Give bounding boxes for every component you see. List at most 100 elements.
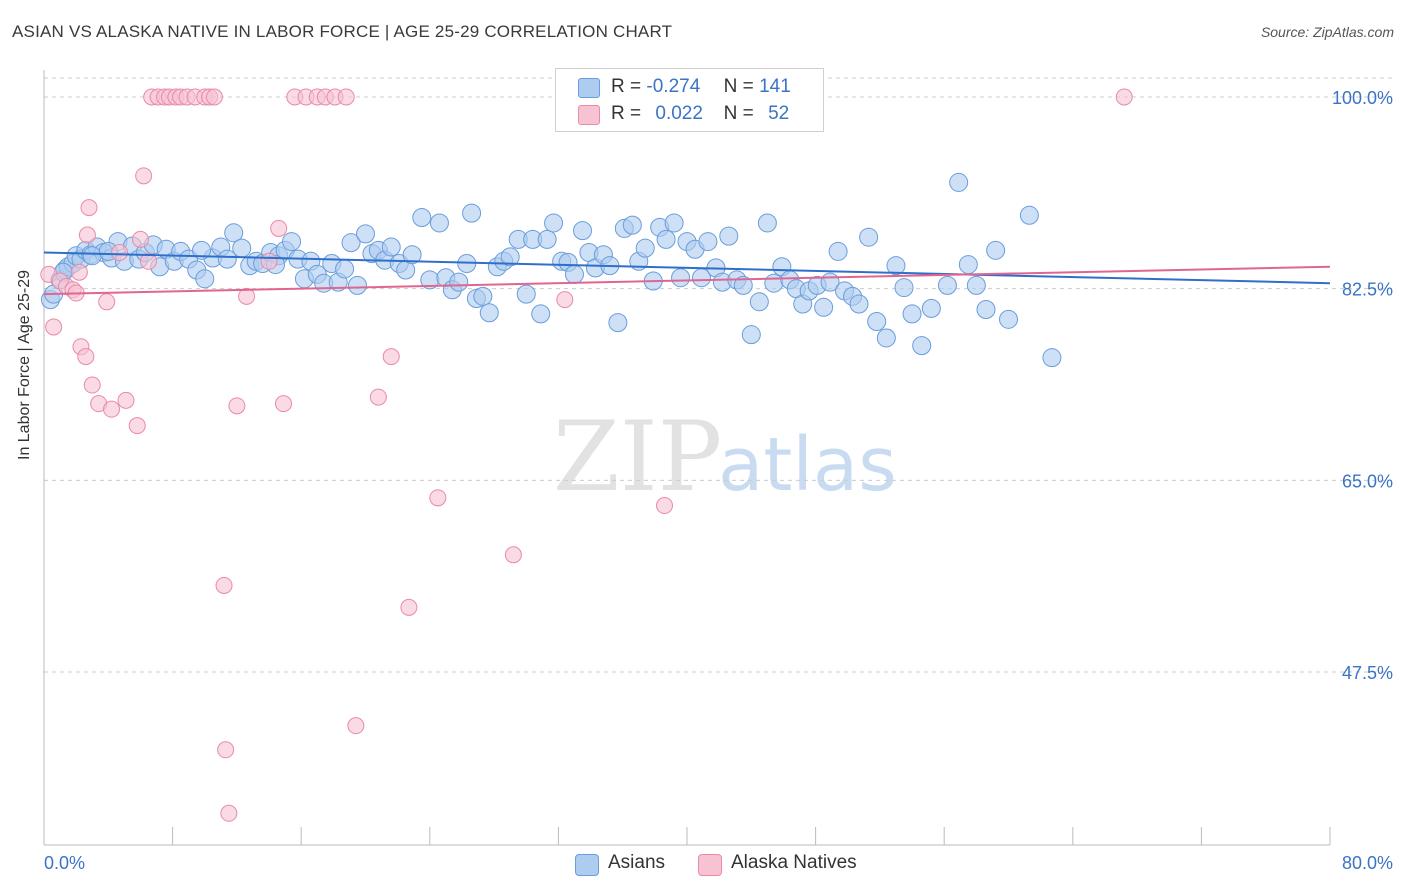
y-tick-label: 82.5% [1342,280,1393,300]
asian-point [664,213,684,233]
legend-n-label: N = [723,76,754,97]
alaska-native-point [270,219,288,237]
alaska-native-point [131,230,149,248]
bottom-legend-label: Alaska Natives [731,852,857,873]
chart-source: Source: ZipAtlas.com [1260,24,1394,40]
alaska-native-point [655,497,673,515]
x-tick-label: 80.0% [1342,853,1393,873]
asian-point [622,215,642,235]
alaska-native-point [217,741,235,759]
asian-point [462,203,482,223]
alaska-native-point [504,546,522,564]
alaska-natives-legend-icon [698,854,722,876]
asian-point [1042,348,1062,368]
asian-point [449,272,469,292]
alaska-native-point [98,293,116,311]
alaska-native-point [128,417,146,435]
alaska-native-point [83,376,101,394]
x-tick-label: 0.0% [44,853,85,873]
asian-point [986,240,1006,260]
asian-point [412,207,432,227]
alaska-native-point [220,804,238,822]
legend-r-label: R = [611,76,642,97]
asian-point [949,172,969,192]
alaska-native-point [139,252,157,270]
alaska-native-point [135,167,153,185]
asian-point [902,304,922,324]
asian-point [719,226,739,246]
alaska-native-point [205,88,223,106]
legend-r-value: -0.274 [646,76,701,97]
asian-point [912,336,932,356]
alaska-native-point [429,489,447,507]
legend-r-label: R = [611,103,642,124]
asian-point [531,304,551,324]
alaska-native-point [556,291,574,309]
asian-point [966,275,986,295]
alaska-native-point [77,348,95,366]
alaska-native-point [215,576,233,594]
alaska-native-point [45,318,63,336]
legend-n-value: 141 [759,76,791,97]
asian-point [764,273,784,293]
asian-point [741,325,761,345]
y-tick-label: 47.5% [1342,663,1393,683]
y-tick-label: 100.0% [1332,88,1393,108]
alaska-native-point [400,598,418,616]
alaska-native-point [382,348,400,366]
asian-point [999,309,1018,329]
asian-point [516,284,536,304]
alaska-native-point [347,717,365,735]
legend-n-label: N = [723,103,754,124]
asian-point [500,247,520,267]
asian-point [356,224,375,244]
asian-point [381,237,401,257]
legend-n-value: 52 [768,103,790,124]
alaska-native-point [70,263,88,281]
asian-point [195,269,215,289]
asian-point [608,313,628,333]
asian-point [537,229,557,249]
asian-point [402,245,422,265]
asian-point [814,297,834,317]
asian-point [573,221,593,241]
alaska-native-point [103,400,121,418]
asian-point [282,232,302,252]
bottom-legend-label: Asians [608,852,666,873]
alaska-native-point [275,395,293,413]
asian-point [1019,205,1039,225]
alaska-native-point [117,391,135,409]
asians-swatch-icon [578,78,600,98]
asian-point [976,299,996,319]
asian-point [749,292,769,312]
asian-point [671,268,691,288]
asian-point [894,278,914,298]
asian-point [335,259,355,279]
asian-point [564,264,584,284]
asian-point [82,246,102,266]
correlation-legend: R = -0.274 N = 141 R = 0.022 N = 52 [555,68,824,132]
alaska-native-point [337,88,355,106]
alaska-natives-swatch-icon [578,105,600,125]
alaska-native-point [111,244,129,262]
asian-point [635,238,655,258]
asian-point [886,256,906,276]
asian-point [698,232,718,252]
asian-point [921,298,941,318]
asian-point [544,213,564,233]
asian-point [473,286,493,306]
y-tick-label: 65.0% [1342,471,1393,491]
asian-point [217,249,237,269]
alaska-native-point [78,226,96,244]
asian-point [479,303,499,323]
watermark-zip: ZIP [553,401,722,513]
asian-trend-line [43,251,1331,285]
alaska-native-point [80,199,98,217]
asian-point [224,223,244,243]
asians-legend-icon [575,854,599,876]
asian-point [849,294,869,314]
alaska-native-point [238,287,256,305]
asian-point [733,275,753,295]
asian-point [859,227,879,247]
